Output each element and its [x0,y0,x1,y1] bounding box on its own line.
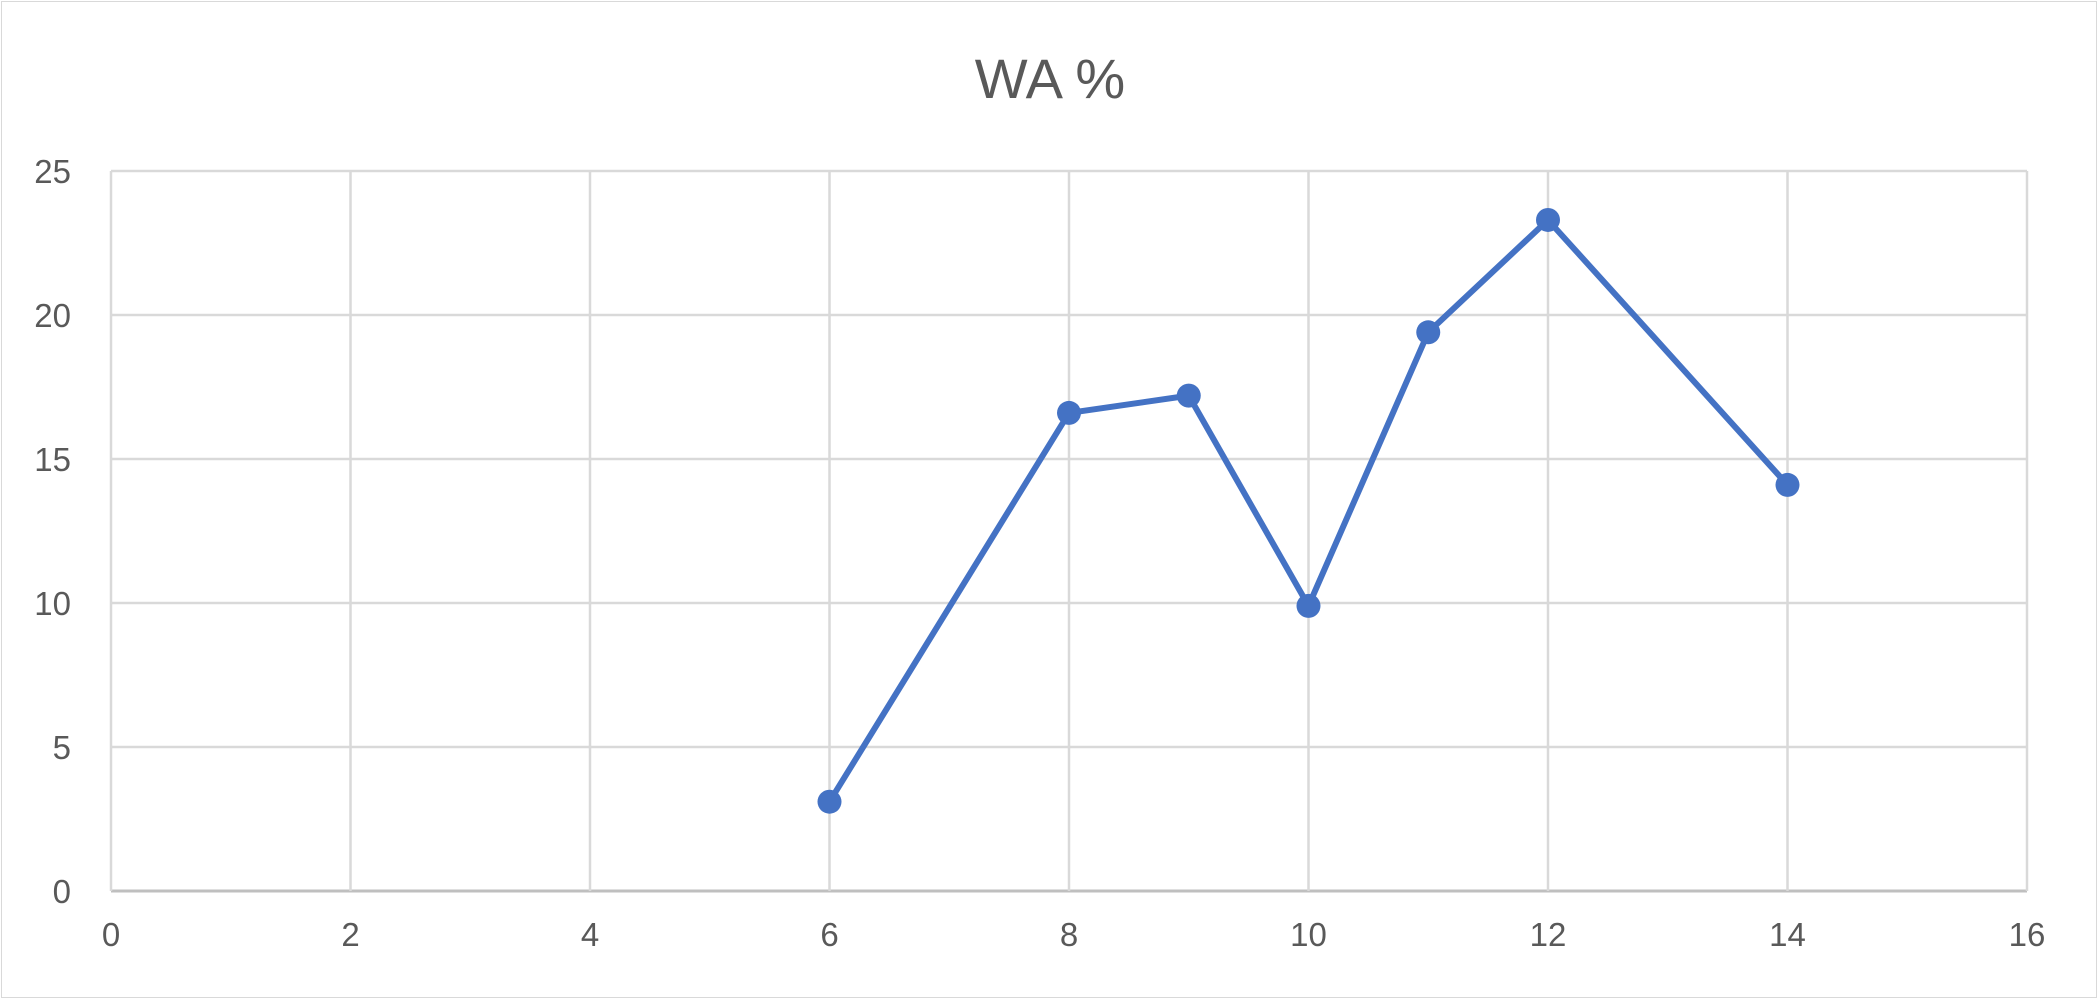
x-tick-label: 10 [1290,916,1327,953]
chart-title: WA % [974,47,1126,110]
data-point [1416,320,1441,345]
y-tick-label: 10 [34,585,71,622]
x-tick-label: 6 [820,916,838,953]
series-layer [817,207,1800,814]
x-tick-label: 16 [2009,916,2046,953]
x-tick-label: 0 [102,916,120,953]
x-tick-label: 8 [1060,916,1078,953]
y-tick-label: 5 [53,729,71,766]
y-tick-labels: 0 5 10 15 20 25 [34,153,71,910]
data-point [1296,593,1321,618]
y-tick-label: 20 [34,297,71,334]
x-tick-label: 12 [1530,916,1567,953]
x-tick-label: 2 [341,916,359,953]
data-point [1057,400,1081,425]
x-tick-label: 14 [1769,916,1806,953]
y-tick-label: 15 [34,441,71,478]
y-tick-label: 25 [34,153,71,190]
data-point [1176,383,1201,408]
data-point [1536,207,1560,232]
x-tick-labels: 0 2 4 6 8 10 12 14 16 [102,916,2046,953]
grid-layer [109,169,2029,893]
y-tick-label: 0 [53,873,71,910]
x-tick-label: 4 [581,916,599,953]
data-point [817,789,842,814]
data-point [1775,472,1800,497]
